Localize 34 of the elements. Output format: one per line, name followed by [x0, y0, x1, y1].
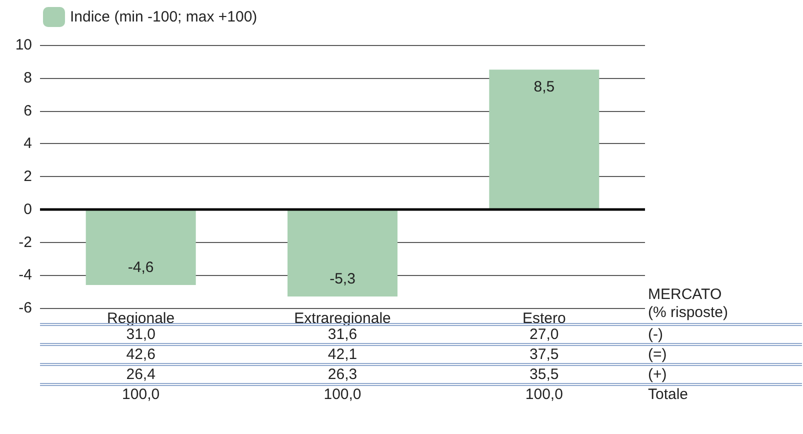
y-tick-label: 8	[24, 69, 32, 86]
text: (-)	[648, 326, 663, 343]
text: 100,0	[122, 386, 160, 403]
y-tick-label: 2	[24, 168, 32, 185]
text: 26,4	[126, 366, 156, 383]
text: 100,0	[525, 386, 563, 403]
text: Totale	[648, 386, 688, 403]
text: 27,0	[530, 326, 559, 343]
y-tick-label: 0	[24, 200, 32, 218]
y-tick-label: 6	[24, 102, 32, 120]
data-label: -5,3	[330, 270, 356, 288]
text: 31,6	[328, 326, 358, 343]
y-tick-label: -2	[18, 234, 32, 251]
text: MERCATO	[648, 286, 722, 303]
legend-label: Indice (min -100; max +100)	[70, 8, 258, 26]
y-tick-label: -4	[18, 266, 32, 284]
text: 35,5	[530, 366, 559, 383]
text: (% risposte)	[648, 304, 728, 321]
y-tick-label: -6	[18, 300, 32, 316]
data-label: 8,5	[534, 78, 555, 96]
x-tick-label: Extraregionale	[294, 310, 391, 327]
text: 26,3	[328, 366, 358, 383]
text: 42,6	[126, 346, 156, 363]
text: (=)	[648, 346, 667, 363]
text: 42,1	[328, 346, 358, 363]
data-label: -4,6	[128, 258, 154, 276]
y-tick-label: 10	[15, 36, 32, 54]
x-tick-label: Regionale	[107, 310, 175, 327]
x-tick-label: Estero	[522, 310, 566, 327]
y-tick-label: 4	[24, 135, 32, 152]
text: (+)	[648, 366, 667, 383]
text: 100,0	[324, 386, 362, 403]
text: 37,5	[530, 346, 559, 363]
text: 31,0	[126, 326, 156, 343]
